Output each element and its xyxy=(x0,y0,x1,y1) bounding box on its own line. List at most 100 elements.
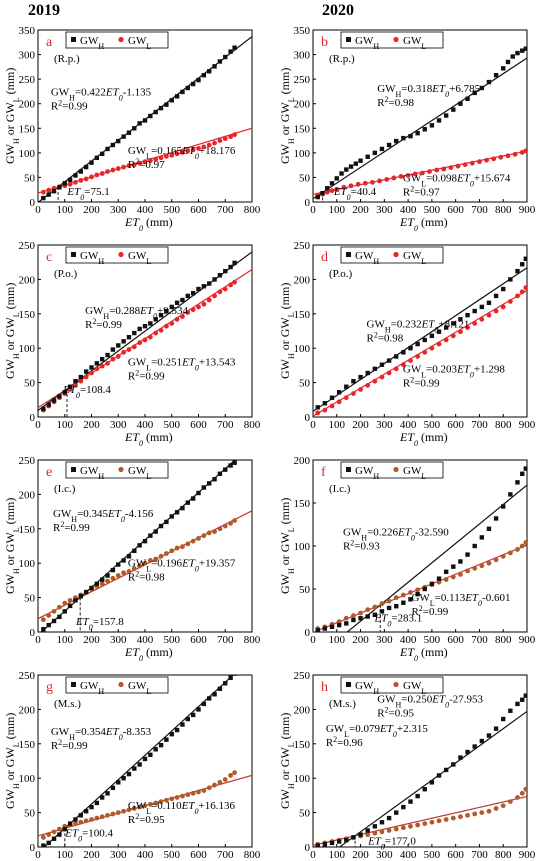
chart-panel-f: 0 100 200 300 400 500 600 700 800 900 0 50 100 150 200… xyxy=(278,455,536,663)
gwl-point xyxy=(126,569,132,574)
fit-line-gwh xyxy=(346,484,527,632)
x-tick-label: 800 xyxy=(244,849,261,861)
gwl-point xyxy=(500,304,506,310)
gwl-point xyxy=(412,171,418,177)
equation-gwl: GWL=0.165ET0+18.176 xyxy=(128,145,236,161)
gwl-point xyxy=(99,363,105,369)
gwh-point xyxy=(325,186,330,191)
gwh-point xyxy=(46,840,51,846)
y-tick-label: 0 xyxy=(30,842,36,854)
legend-gwl-marker xyxy=(393,466,399,473)
gwl-point xyxy=(201,533,207,539)
gwh-point xyxy=(515,701,520,707)
gwl-point xyxy=(228,282,234,288)
x-tick-label: 500 xyxy=(164,204,181,216)
gwl-point xyxy=(121,570,126,576)
gwh-point xyxy=(73,379,78,384)
gwh-point xyxy=(57,185,62,190)
year-label-2019: 2019 xyxy=(28,2,60,19)
panel-letter: b xyxy=(321,35,328,50)
panel-letter: g xyxy=(46,680,53,695)
gwh-point xyxy=(436,118,442,123)
x-tick-label: 600 xyxy=(447,634,464,646)
gwl-point xyxy=(458,329,463,335)
gwh-point xyxy=(329,624,335,630)
gwl-point xyxy=(147,801,153,807)
gwl-point xyxy=(185,148,191,154)
gwh-point xyxy=(217,273,223,278)
gwh-point xyxy=(57,832,62,837)
gwh-point xyxy=(422,337,427,343)
chart-panel-d: 0 100 200 300 400 500 600 700 800 900 0 50 100 150 200… xyxy=(278,240,536,448)
gwh-point xyxy=(322,842,328,847)
gwl-point xyxy=(153,556,159,562)
gwl-point xyxy=(493,806,499,811)
y-tick-label: 200 xyxy=(19,99,36,111)
gwl-point xyxy=(190,538,196,544)
gwh-point xyxy=(164,737,169,742)
gwh-point xyxy=(232,45,237,50)
legend-gwl-label: GWL xyxy=(128,680,151,696)
gwl-point xyxy=(40,617,46,623)
x-tick-label: 800 xyxy=(495,419,512,431)
gwh-point xyxy=(46,622,51,628)
gwh-point xyxy=(105,791,110,796)
gwl-point xyxy=(164,323,169,329)
plot-frame xyxy=(312,674,528,848)
equation-gwl: GWL=0.251ET0+13.543 xyxy=(128,356,236,372)
gwl-point xyxy=(78,378,84,384)
gwl-point xyxy=(436,818,442,824)
gwl-point xyxy=(486,312,492,318)
gwh-point xyxy=(153,747,158,752)
gwh-point xyxy=(83,589,89,595)
gwl-point xyxy=(222,286,228,292)
x-tick-label: 600 xyxy=(190,204,207,216)
plot-frame xyxy=(312,244,528,418)
x-tick-label: 800 xyxy=(495,204,512,216)
gwh-point xyxy=(386,358,392,363)
gwh-point xyxy=(196,490,201,496)
x-tick-label: 200 xyxy=(352,634,369,646)
x-tick-label: 100 xyxy=(329,419,346,431)
gwh-point xyxy=(67,603,73,609)
gwl-point xyxy=(115,810,121,815)
x-tick-label: 100 xyxy=(329,634,346,646)
gwl-point xyxy=(365,382,371,388)
gwl-point xyxy=(393,366,399,372)
gwh-point xyxy=(121,558,126,563)
gwh-point xyxy=(465,312,470,318)
y-tick-label: 350 xyxy=(294,25,311,37)
r2-gwl: R2=0.96 xyxy=(326,734,363,749)
x-tick-label: 800 xyxy=(244,204,261,216)
legend: GWH GWL xyxy=(65,676,169,696)
gwl-point xyxy=(196,146,201,151)
gwl-point xyxy=(164,797,169,803)
gwh-point xyxy=(394,138,399,144)
gwh-point xyxy=(190,290,196,296)
gwl-point xyxy=(462,162,468,168)
gwl-point xyxy=(206,297,212,303)
gwh-point xyxy=(62,181,67,186)
gwh-point xyxy=(315,628,320,632)
gwh-point xyxy=(493,73,499,78)
gwh-point xyxy=(505,59,511,65)
gwl-point xyxy=(147,558,153,563)
gwl-point xyxy=(486,808,492,814)
gwh-point xyxy=(520,697,525,702)
gwh-point xyxy=(46,192,51,197)
x-tick-label: 0 xyxy=(310,204,316,216)
equation-gwl: GWL=0.113ET0-0.601 xyxy=(411,592,510,608)
gwl-point xyxy=(196,789,201,795)
gwh-point xyxy=(100,795,105,800)
y-tick-label: 250 xyxy=(294,74,311,86)
gwl-point xyxy=(493,308,499,314)
r2-gwh: R2=0.99 xyxy=(51,738,88,753)
panel-site: (P.o.) xyxy=(54,268,78,280)
gwl-point xyxy=(147,158,153,164)
legend-gwh-label: GWH xyxy=(80,250,104,266)
x-tick-label: 800 xyxy=(244,634,261,646)
x-tick-label: 400 xyxy=(137,419,154,431)
gwl-point xyxy=(110,575,116,581)
gwh-point xyxy=(520,48,525,53)
gwl-point xyxy=(46,613,52,618)
